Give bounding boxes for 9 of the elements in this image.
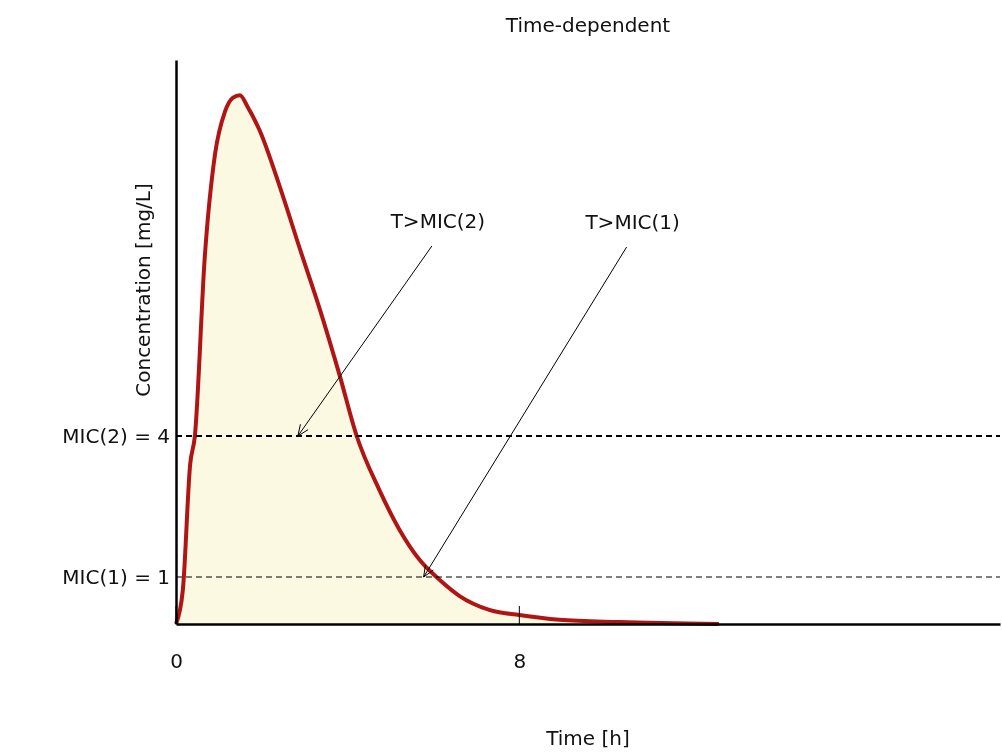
- ref-line-label: MIC(1) = 1: [62, 565, 170, 589]
- x-tick-label: 0: [170, 649, 183, 674]
- ref-line-label: MIC(2) = 4: [62, 424, 170, 448]
- x-axis-title: Time [h]: [545, 726, 630, 750]
- chart-title: Time-dependent: [504, 13, 671, 37]
- annotation: T>MIC(2): [389, 209, 486, 233]
- y-axis-title: Concentration [mg/L]: [131, 183, 155, 397]
- annotation: T>MIC(1): [584, 210, 680, 234]
- x-tick-label: 8: [513, 649, 527, 674]
